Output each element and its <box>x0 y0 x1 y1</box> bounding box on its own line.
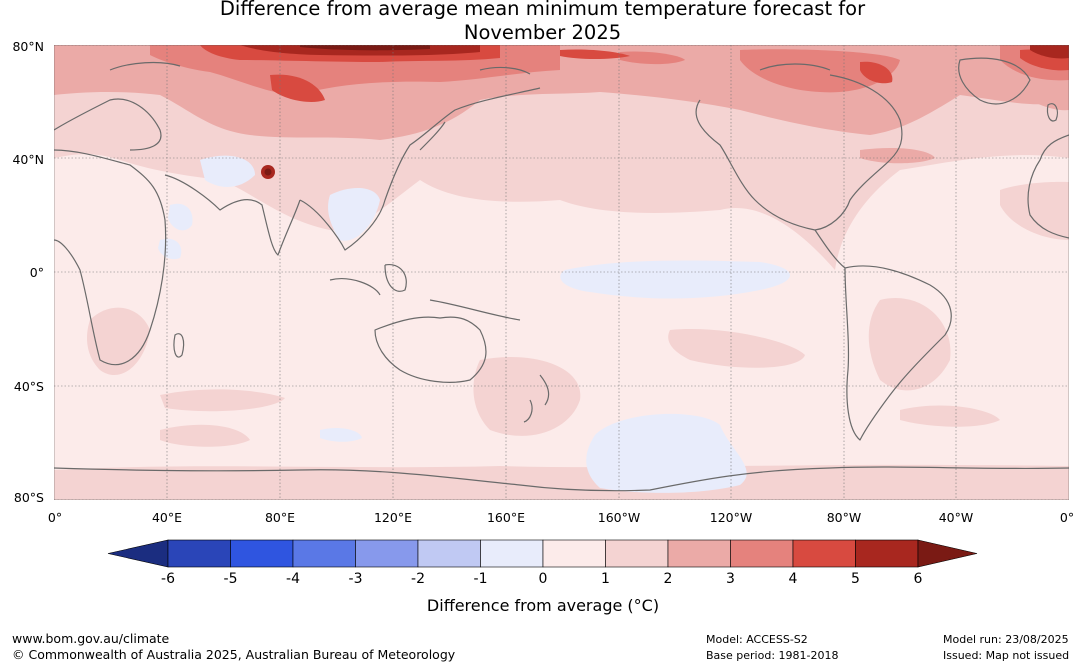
colorbar-tick-label: 2 <box>664 571 673 587</box>
title-line-2: November 2025 <box>463 21 622 44</box>
colorbar-swatch <box>542 539 606 568</box>
colorbar: -6 -5 -4 -3 -2 -1 0 1 2 3 4 5 6 Difference from aver… <box>107 539 978 615</box>
issued-status: Issued: Map not issued <box>943 649 1070 662</box>
copyright-notice: © Commonwealth of Australia 2025, Austra… <box>12 647 456 662</box>
colorbar-swatch <box>605 539 669 568</box>
colorbar-ticks: -6 -5 -4 -3 -2 -1 0 1 2 3 4 5 6 <box>161 571 923 587</box>
colorbar-swatch <box>355 539 419 568</box>
colorbar-swatch <box>667 539 731 568</box>
colorbar-swatch <box>167 539 231 568</box>
graticule <box>54 45 1069 500</box>
colorbar-label: Difference from average (°C) <box>427 596 659 615</box>
lon-label-40w: 40°W <box>939 510 974 525</box>
model-name: Model: ACCESS-S2 <box>706 633 808 646</box>
colorbar-swatch <box>855 539 919 568</box>
website-link[interactable]: www.bom.gov.au/climate <box>12 631 170 646</box>
colorbar-extend-low <box>107 539 169 568</box>
lon-label-0-right: 0° <box>1060 510 1074 525</box>
colorbar-tick-label: -4 <box>286 571 300 587</box>
lon-label-0-left: 0° <box>48 510 62 525</box>
lon-label-80w: 80°W <box>827 510 862 525</box>
colorbar-swatch <box>730 539 794 568</box>
lat-label-40s: 40°S <box>14 379 44 394</box>
coastlines <box>54 57 1069 492</box>
colorbar-swatch <box>417 539 481 568</box>
colorbar-tick-label: -2 <box>411 571 425 587</box>
colorbar-tick-label: 0 <box>539 571 548 587</box>
lat-label-40n: 40°N <box>12 152 44 167</box>
colorbar-tick-label: -1 <box>474 571 488 587</box>
colorbar-tick-label: 6 <box>914 571 923 587</box>
colorbar-tick-label: -3 <box>349 571 363 587</box>
colorbar-tick-label: -6 <box>161 571 175 587</box>
map-title: Difference from average mean minimum tem… <box>0 0 1085 45</box>
title-line-1: Difference from average mean minimum tem… <box>219 0 866 20</box>
colorbar-extend-high <box>917 539 978 568</box>
colorbar-tick-label: 5 <box>851 571 860 587</box>
model-run-date: Model run: 23/08/2025 <box>943 633 1069 646</box>
lon-label-160e: 160°E <box>487 510 525 525</box>
field-5-to-6 <box>240 45 1069 179</box>
lon-axis: 0° 40°E 80°E 120°E 160°E 160°W 120°W 80°… <box>48 510 1074 525</box>
colorbar-swatch <box>792 539 856 568</box>
colorbar-tick-label: 1 <box>601 571 610 587</box>
lon-label-160w: 160°W <box>598 510 640 525</box>
colorbar-tick-label: 3 <box>726 571 735 587</box>
lon-label-80e: 80°E <box>265 510 295 525</box>
lat-axis: 80°N 40°N 0° 40°S 80°S <box>12 39 44 505</box>
lon-label-40e: 40°E <box>152 510 182 525</box>
colorbar-swatch <box>230 539 294 568</box>
colorbar-swatch <box>292 539 356 568</box>
colorbar-tick-label: -5 <box>224 571 238 587</box>
lon-label-120e: 120°E <box>374 510 412 525</box>
lon-label-120w: 120°W <box>710 510 752 525</box>
base-period: Base period: 1981-2018 <box>706 649 839 662</box>
lat-label-eq: 0° <box>30 265 44 280</box>
field-minus1-to-0 <box>158 155 790 493</box>
field-above-6 <box>264 45 430 176</box>
lat-label-80n: 80°N <box>12 39 44 54</box>
lat-label-80s: 80°S <box>14 490 44 505</box>
colorbar-swatch <box>480 539 544 568</box>
colorbar-swatches <box>107 539 978 568</box>
map-field <box>54 45 1069 500</box>
colorbar-tick-label: 4 <box>789 571 798 587</box>
